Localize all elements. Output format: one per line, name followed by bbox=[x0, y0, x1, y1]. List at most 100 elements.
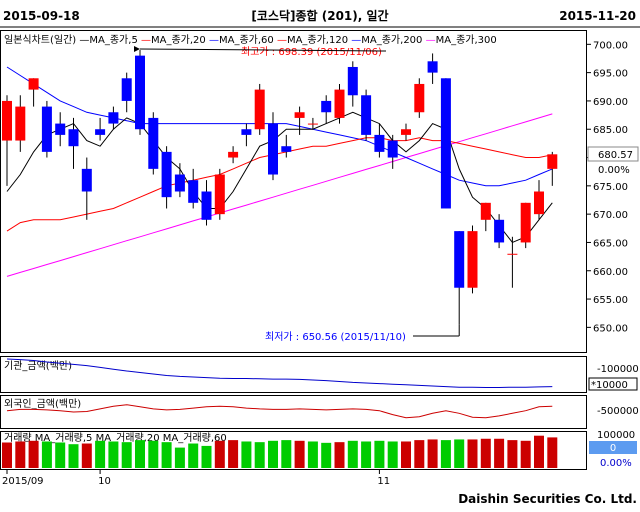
candle bbox=[454, 231, 465, 325]
candle-body bbox=[55, 123, 66, 135]
volume-bar bbox=[334, 442, 345, 468]
candle bbox=[387, 134, 398, 169]
low-annotation: 최저가 : 650.56 (2015/11/10) bbox=[265, 324, 460, 343]
high-label: 최고가 : 698.39 (2015/11/06) bbox=[241, 46, 382, 58]
candle bbox=[334, 83, 345, 124]
candle-body bbox=[41, 106, 52, 152]
candle-body bbox=[254, 89, 265, 130]
x-tick-label: 10 bbox=[98, 476, 111, 487]
candle bbox=[254, 83, 265, 135]
volume-bar bbox=[2, 442, 12, 468]
legend-ma20-swatch: — bbox=[141, 35, 151, 46]
volume-bar bbox=[307, 441, 318, 468]
candle bbox=[281, 134, 292, 158]
price-tick-label: 670.00 bbox=[593, 210, 628, 221]
legend-foreign: 외국인_금액(백만) bbox=[4, 398, 81, 410]
price-tick-label: 685.00 bbox=[593, 125, 628, 136]
high-annotation: 최고가 : 698.39 (2015/11/06) bbox=[134, 45, 387, 58]
candle-body bbox=[334, 89, 345, 118]
candle bbox=[95, 117, 106, 141]
candle-body bbox=[387, 140, 398, 158]
candle bbox=[294, 106, 305, 135]
candle bbox=[121, 72, 132, 113]
current-price-bg bbox=[587, 146, 639, 162]
price-tick-label: 675.00 bbox=[593, 182, 628, 193]
price-y-axis: 650.00655.00660.00665.00670.00675.00680.… bbox=[587, 40, 628, 334]
end-date: 2015-11-20 bbox=[559, 9, 636, 23]
candle-body bbox=[547, 154, 558, 169]
volume-bar bbox=[95, 440, 106, 468]
candle-body bbox=[414, 83, 425, 113]
volume-bar bbox=[494, 438, 505, 468]
ma20-line bbox=[6, 137, 553, 232]
candle-body bbox=[480, 202, 491, 220]
candle bbox=[161, 146, 172, 209]
volume-bar bbox=[374, 440, 385, 468]
x-tick-label: 11 bbox=[377, 476, 390, 487]
volume-bar bbox=[401, 441, 411, 468]
candle bbox=[507, 236, 518, 288]
volume-bar bbox=[347, 440, 358, 468]
candle bbox=[228, 146, 239, 164]
candle-body bbox=[520, 202, 531, 243]
candle-body bbox=[507, 253, 518, 255]
candle bbox=[28, 78, 39, 107]
price-tick-label: 665.00 bbox=[593, 238, 628, 249]
volume-bar bbox=[534, 435, 544, 468]
volume-bar bbox=[214, 440, 225, 468]
volume-bar bbox=[440, 440, 451, 468]
start-date: 2015-09-18 bbox=[3, 9, 80, 23]
candle bbox=[321, 95, 332, 124]
legend-volume-ma60: MA_거래량,60 bbox=[163, 432, 227, 444]
volume-bar bbox=[161, 442, 172, 468]
price-tick-label: 650.00 bbox=[593, 323, 628, 334]
volume-bar bbox=[15, 441, 26, 468]
volume-bar bbox=[520, 440, 531, 468]
candle bbox=[68, 117, 79, 169]
volume-bar bbox=[427, 439, 438, 468]
volume-panel-frame bbox=[0, 431, 587, 470]
legend-institution: 기관_금액(백만) bbox=[4, 360, 72, 372]
volume-change: 0.00% bbox=[600, 458, 632, 469]
volume-bar bbox=[121, 442, 132, 468]
foreign-tick-1: -500000 bbox=[597, 406, 639, 417]
candle-body bbox=[321, 100, 332, 113]
volume-tick-1: 100000 bbox=[597, 430, 635, 441]
price-tick-label: 660.00 bbox=[593, 267, 628, 278]
company-name: Daishin Securities Co. Ltd. bbox=[458, 492, 637, 506]
legend-ma60: MA_종가,60 bbox=[219, 34, 274, 46]
candle-body bbox=[95, 129, 106, 135]
candle bbox=[241, 123, 252, 147]
legend-candle: 일본식차트(일간) bbox=[4, 34, 76, 46]
candle bbox=[148, 112, 159, 175]
x-axis: 2015/09 10 11 bbox=[2, 470, 390, 487]
high-leader-line bbox=[139, 48, 387, 52]
candle-body bbox=[68, 129, 79, 147]
institution-series bbox=[6, 358, 553, 388]
legend-ma20: MA_종가,20 bbox=[151, 34, 206, 46]
institution-tick-2: *10000 bbox=[591, 380, 628, 391]
candle bbox=[427, 53, 438, 84]
chart-title: [코스닥]종합 (201), 일간 bbox=[251, 8, 388, 23]
legend-volume-ma5: MA_거래량,5 bbox=[35, 432, 93, 444]
candle-body bbox=[121, 78, 132, 101]
volume-bar bbox=[188, 443, 199, 468]
volume-bar bbox=[361, 441, 372, 468]
high-arrow bbox=[134, 45, 140, 52]
foreign-line bbox=[6, 404, 553, 419]
legend-volume-label: 거래량 bbox=[4, 432, 32, 444]
candle-body bbox=[268, 123, 278, 175]
candle-body bbox=[347, 66, 358, 96]
candle bbox=[135, 49, 145, 135]
candle-body bbox=[161, 151, 172, 198]
candle-body bbox=[374, 134, 385, 152]
volume-bar bbox=[467, 439, 478, 468]
candle-body bbox=[228, 151, 239, 158]
candle bbox=[2, 95, 12, 186]
candle bbox=[188, 168, 199, 209]
volume-bar bbox=[281, 440, 292, 468]
candle bbox=[361, 89, 372, 141]
candle bbox=[534, 180, 544, 220]
candle bbox=[547, 151, 558, 186]
